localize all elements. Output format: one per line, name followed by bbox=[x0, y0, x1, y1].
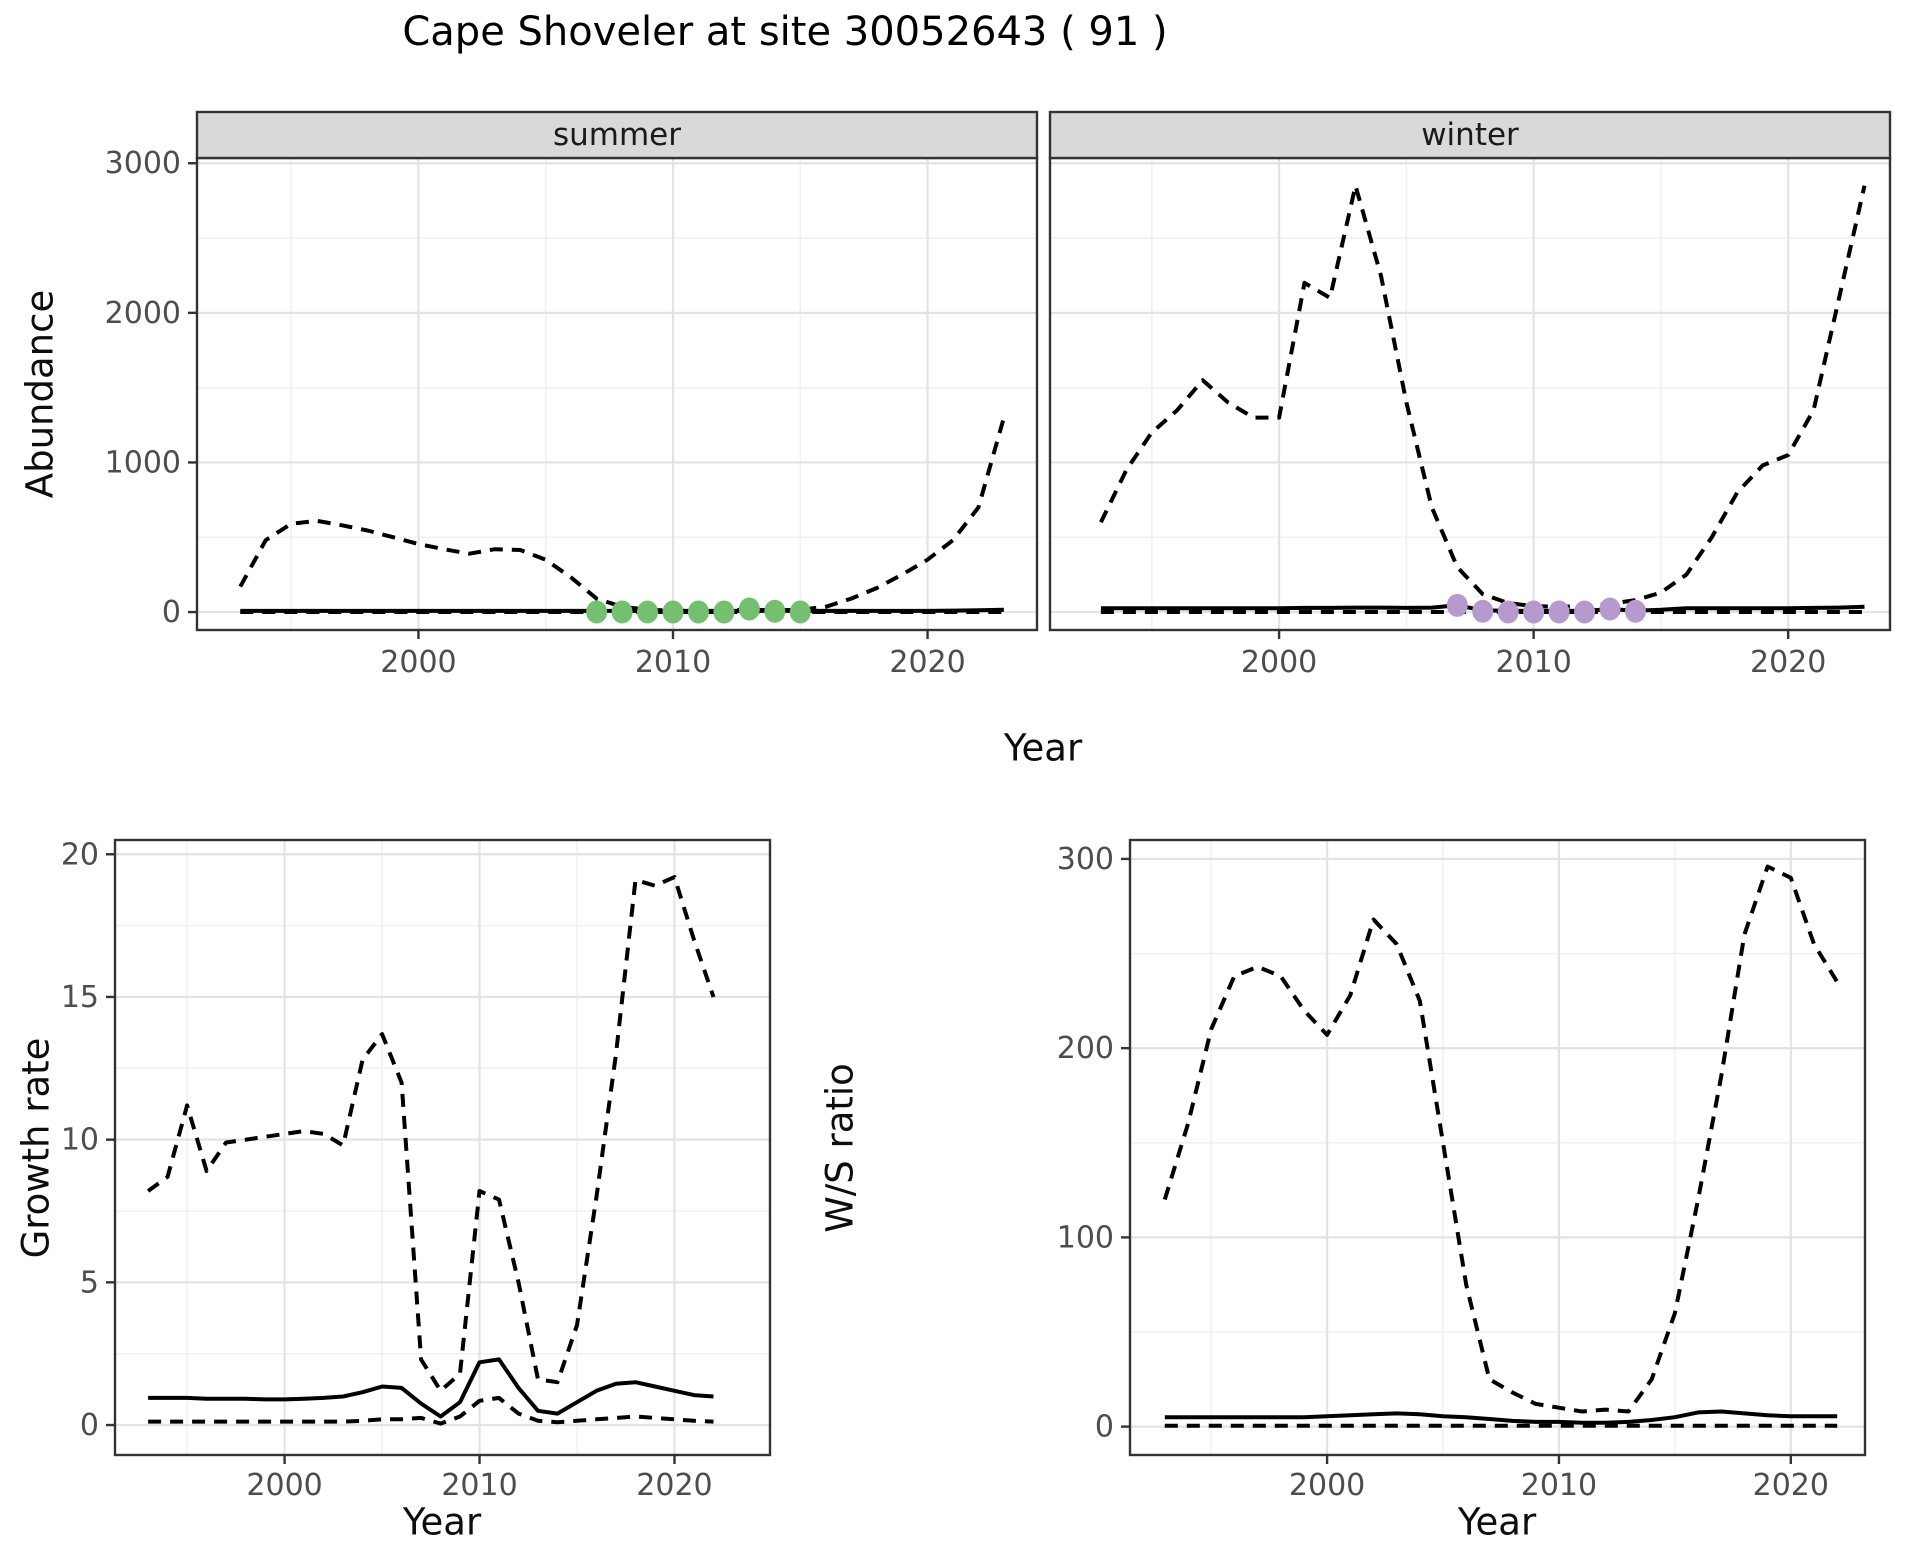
flagged-year-point-summer bbox=[789, 600, 811, 624]
y-tick-label: 10 bbox=[61, 1123, 99, 1158]
panel-border bbox=[1128, 838, 1867, 1457]
x-tick-label: 2010 bbox=[1495, 645, 1571, 680]
flagged-year-point-summer bbox=[738, 597, 760, 621]
flagged-year-point-summer bbox=[764, 599, 786, 623]
y-axis-label-ws-ratio: W/S ratio bbox=[818, 1063, 862, 1233]
flagged-year-point-summer bbox=[637, 600, 659, 624]
facet-label-summer: summer bbox=[552, 117, 681, 153]
flagged-year-point-winter bbox=[1446, 593, 1468, 617]
panel-abundance-winter: 2000 2010 2020 bbox=[1048, 110, 1892, 680]
x-tick-label: 2000 bbox=[1289, 1468, 1365, 1503]
panel-growth-rate: 2000 2010 2020 0 5 10 15 20 bbox=[61, 837, 772, 1503]
flagged-year-point-winter bbox=[1497, 600, 1519, 624]
x-tick-label: 2010 bbox=[635, 645, 711, 680]
panel-border bbox=[113, 838, 772, 1457]
upper-ci-line-abundance-winter bbox=[1099, 183, 1867, 609]
flagged-year-point-summer bbox=[586, 600, 608, 624]
y-tick-label: 5 bbox=[80, 1265, 99, 1300]
x-axis-label-year-ws: Year bbox=[1457, 1500, 1537, 1544]
y-tick-label: 1000 bbox=[105, 445, 181, 480]
y-tick-label: 300 bbox=[1057, 842, 1114, 877]
x-tick-label: 2020 bbox=[1750, 645, 1826, 680]
panel-background bbox=[1130, 840, 1865, 1455]
y-tick-label: 0 bbox=[1095, 1410, 1114, 1445]
plot-title: Cape Shoveler at site 30052643 ( 91 ) bbox=[402, 9, 1168, 55]
y-tick-label: 0 bbox=[80, 1408, 99, 1443]
x-tick-label: 2010 bbox=[441, 1468, 517, 1503]
median-line-ws-ratio bbox=[1164, 1409, 1838, 1425]
x-tick-label: 2000 bbox=[380, 645, 456, 680]
flagged-year-point-winter bbox=[1624, 599, 1646, 623]
panel-background bbox=[115, 840, 770, 1455]
flagged-year-point-winter bbox=[1472, 599, 1494, 623]
x-tick-label: 2000 bbox=[1241, 645, 1317, 680]
flagged-year-point-summer bbox=[687, 600, 709, 624]
upper-ci-line-abundance-summer bbox=[238, 417, 1006, 613]
facet-strip bbox=[1048, 110, 1892, 160]
y-tick-label: 2000 bbox=[105, 296, 181, 331]
y-axis-label-abundance: Abundance bbox=[18, 289, 62, 499]
panel-background bbox=[1050, 158, 1890, 630]
x-tick-label: 2010 bbox=[1521, 1468, 1597, 1503]
panel-ws-ratio: 2000 2010 2020 0 100 200 300 bbox=[1057, 838, 1867, 1503]
flagged-year-point-summer bbox=[611, 600, 633, 624]
lower-ci-line-growth-rate bbox=[148, 1395, 714, 1426]
x-tick-label: 2000 bbox=[246, 1468, 322, 1503]
flagged-year-point-winter bbox=[1548, 600, 1570, 624]
flagged-year-point-winter bbox=[1574, 600, 1596, 624]
series-group-growth-rate bbox=[146, 875, 716, 1426]
panel-background bbox=[197, 158, 1037, 630]
y-tick-label: 0 bbox=[162, 595, 181, 630]
x-tick-label: 2020 bbox=[889, 645, 965, 680]
panel-abundance-summer: 2000 2010 2020 0 1000 2000 3000 bbox=[105, 110, 1039, 680]
x-tick-label: 2020 bbox=[1753, 1468, 1829, 1503]
y-axis-label-growth-rate: Growth rate bbox=[14, 1037, 58, 1259]
facet-strip bbox=[195, 110, 1039, 160]
upper-ci-line-ws-ratio bbox=[1162, 864, 1839, 1414]
y-tick-label: 15 bbox=[61, 980, 99, 1015]
flagged-year-point-winter bbox=[1523, 600, 1545, 624]
median-line-growth-rate bbox=[148, 1357, 714, 1419]
x-axis-label-year-growth: Year bbox=[402, 1500, 482, 1544]
y-tick-label: 100 bbox=[1057, 1220, 1114, 1255]
y-tick-label: 3000 bbox=[105, 146, 181, 181]
flagged-year-point-winter bbox=[1599, 597, 1621, 621]
x-axis-label-year-top: Year bbox=[1003, 726, 1083, 770]
facet-label-winter: winter bbox=[1421, 117, 1519, 153]
flagged-year-point-summer bbox=[713, 600, 735, 624]
y-tick-label: 200 bbox=[1057, 1031, 1114, 1066]
series-group-ws-ratio bbox=[1162, 864, 1839, 1428]
y-tick-label: 20 bbox=[61, 837, 99, 872]
x-tick-label: 2020 bbox=[636, 1468, 712, 1503]
flagged-year-point-summer bbox=[662, 600, 684, 624]
upper-ci-line-growth-rate bbox=[146, 875, 716, 1393]
